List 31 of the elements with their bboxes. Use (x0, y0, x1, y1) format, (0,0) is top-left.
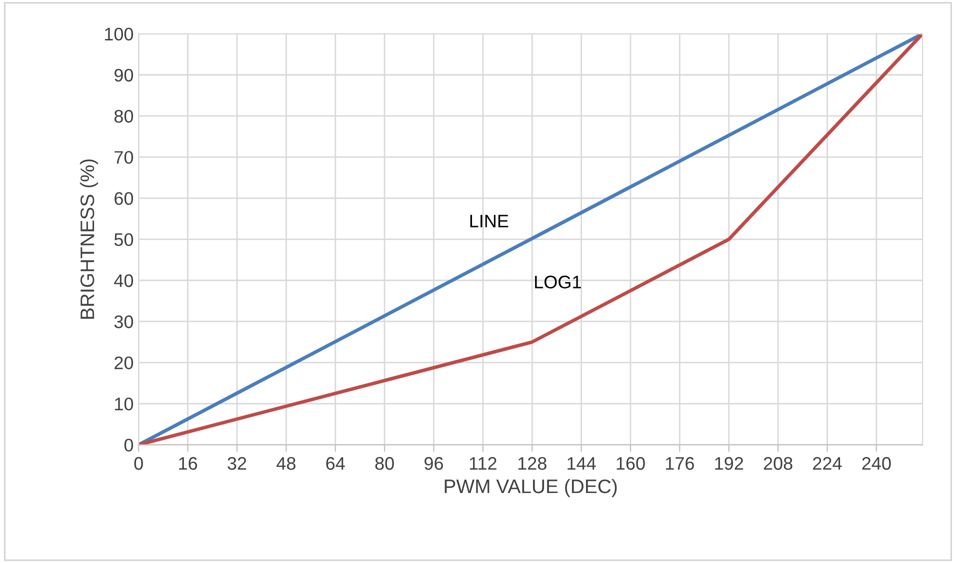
x-tick-label: 144 (568, 457, 596, 470)
x-tick-label: 128 (518, 457, 546, 470)
x-tick-label: 176 (666, 457, 694, 470)
x-tick-label: 240 (862, 457, 891, 470)
y-tick-label: 50 (114, 233, 134, 246)
x-tick-label: 16 (179, 457, 198, 470)
y-tick-label: 80 (114, 110, 134, 123)
y-tick-label: 30 (114, 315, 134, 328)
y-axis-title: BRIGHTNESS (%) (80, 159, 98, 319)
x-tick-label: 0 (134, 457, 143, 470)
x-tick-label: 80 (375, 457, 394, 470)
x-tick-label: 192 (715, 457, 744, 470)
y-tick-label: 40 (114, 274, 134, 288)
y-tick-label: 0 (124, 438, 134, 452)
x-tick-label: 64 (326, 457, 345, 470)
y-tick-label: 90 (114, 68, 134, 82)
x-tick-label: 96 (424, 457, 443, 470)
series-label: LOG1 (535, 276, 581, 288)
y-tick-label: 100 (105, 28, 134, 40)
y-tick-label: 20 (114, 356, 134, 370)
x-tick-label: 224 (813, 457, 842, 470)
x-tick-label: 160 (616, 457, 645, 470)
y-tick-label: 70 (114, 151, 134, 164)
x-tick-label: 32 (228, 457, 246, 470)
y-tick-label: 10 (115, 398, 134, 410)
x-axis-title: PWM VALUE (DEC) (444, 478, 617, 498)
series-label: LINE (470, 214, 508, 228)
y-tick-label: 60 (114, 192, 134, 205)
x-tick-label: 208 (764, 457, 792, 470)
x-tick-label: 112 (470, 457, 496, 470)
x-tick-label: 48 (276, 457, 296, 470)
